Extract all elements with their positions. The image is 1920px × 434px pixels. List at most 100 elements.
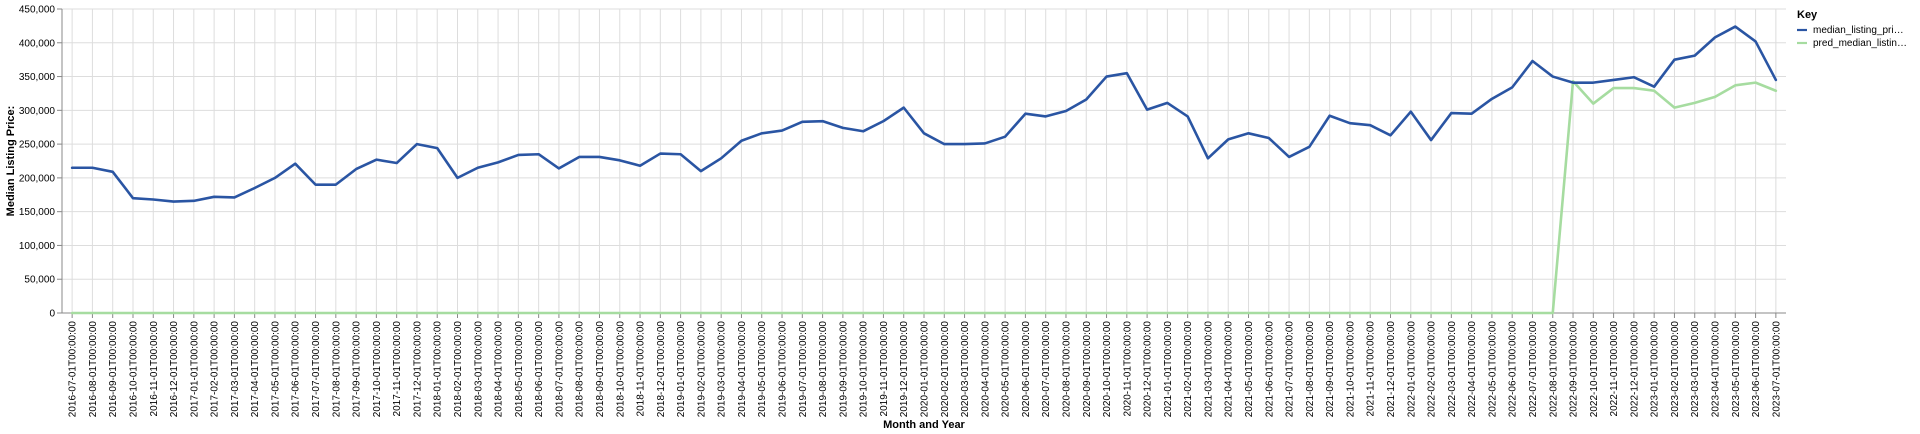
x-tick-label: 2020-10-01T00:00:00 xyxy=(1102,321,1113,418)
x-tick-label: 2017-07-01T00:00:00 xyxy=(311,321,322,418)
x-tick-label: 2018-02-01T00:00:00 xyxy=(453,321,464,418)
x-tick-label: 2017-09-01T00:00:00 xyxy=(352,321,363,418)
x-tick-label: 2019-11-01T00:00:00 xyxy=(879,321,890,417)
x-tick-label: 2023-03-01T00:00:00 xyxy=(1690,321,1701,418)
x-tick-label: 2021-09-01T00:00:00 xyxy=(1325,321,1336,418)
x-tick-label: 2022-07-01T00:00:00 xyxy=(1528,321,1539,418)
x-axis: 2016-07-01T00:00:00 2016-08-01T00:00:00 20… xyxy=(62,312,1786,418)
x-tick-label: 2020-01-01T00:00:00 xyxy=(920,321,931,418)
x-tick-label: 2021-01-01T00:00:00 xyxy=(1163,321,1174,418)
x-tick-label: 2021-05-01T00:00:00 xyxy=(1244,321,1255,418)
x-tick-label: 2016-11-01T00:00:00 xyxy=(149,321,160,417)
x-tick-label: 2018-09-01T00:00:00 xyxy=(595,321,606,418)
x-tick-label: 2022-04-01T00:00:00 xyxy=(1467,321,1478,418)
x-tick-label: 2019-10-01T00:00:00 xyxy=(859,321,870,418)
x-tick-label: 2019-08-01T00:00:00 xyxy=(818,321,829,418)
x-tick-label: 2018-10-01T00:00:00 xyxy=(615,321,626,418)
x-tick-label: 2022-06-01T00:00:00 xyxy=(1508,321,1519,418)
x-tick-label: 2019-09-01T00:00:00 xyxy=(838,321,849,418)
x-tick-label: 2021-03-01T00:00:00 xyxy=(1203,321,1214,418)
x-tick-label: 2020-04-01T00:00:00 xyxy=(980,321,991,418)
y-tick-label: 100,000 xyxy=(19,241,56,252)
x-tick-label: 2016-12-01T00:00:00 xyxy=(169,321,180,418)
y-tick-label: 200,000 xyxy=(19,173,56,184)
x-tick-label: 2020-08-01T00:00:00 xyxy=(1061,321,1072,418)
y-tick-label: 450,000 xyxy=(19,5,56,16)
x-tick-label: 2022-05-01T00:00:00 xyxy=(1487,321,1498,418)
x-tick-label: 2022-01-01T00:00:00 xyxy=(1406,321,1417,418)
x-axis-title: Month and Year xyxy=(883,419,965,431)
x-tick-label: 2022-10-01T00:00:00 xyxy=(1589,321,1600,418)
x-tick-label: 2020-02-01T00:00:00 xyxy=(940,321,951,418)
x-tick-label: 2019-02-01T00:00:00 xyxy=(696,321,707,418)
x-tick-label: 2021-08-01T00:00:00 xyxy=(1305,321,1316,418)
series-line-pred xyxy=(70,79,1778,315)
x-tick-label: 2019-07-01T00:00:00 xyxy=(798,321,809,418)
x-tick-label: 2020-07-01T00:00:00 xyxy=(1041,321,1052,418)
x-tick-label: 2022-09-01T00:00:00 xyxy=(1569,321,1580,418)
x-tick-label: 2020-03-01T00:00:00 xyxy=(960,321,971,418)
x-tick-label: 2023-02-01T00:00:00 xyxy=(1670,321,1681,418)
x-tick-label: 2017-12-01T00:00:00 xyxy=(412,321,423,418)
x-tick-label: 2017-04-01T00:00:00 xyxy=(250,321,261,418)
x-tick-label: 2018-03-01T00:00:00 xyxy=(473,321,484,418)
x-tick-label: 2019-04-01T00:00:00 xyxy=(737,321,748,418)
x-tick-label: 2021-12-01T00:00:00 xyxy=(1386,321,1397,418)
x-tick-label: 2021-10-01T00:00:00 xyxy=(1345,321,1356,418)
y-tick-label: 350,000 xyxy=(19,72,56,83)
x-tick-label: 2022-11-01T00:00:00 xyxy=(1609,321,1620,417)
x-tick-label: 2021-04-01T00:00:00 xyxy=(1224,321,1235,418)
x-tick-label: 2017-06-01T00:00:00 xyxy=(291,321,302,418)
x-tick-label: 2022-12-01T00:00:00 xyxy=(1629,321,1640,418)
x-tick-label: 2022-02-01T00:00:00 xyxy=(1427,321,1438,418)
legend-title: Key xyxy=(1797,9,1818,21)
x-tick-label: 2018-12-01T00:00:00 xyxy=(656,321,667,418)
x-tick-label: 2023-05-01T00:00:00 xyxy=(1731,321,1742,418)
x-tick-label: 2022-08-01T00:00:00 xyxy=(1548,321,1559,418)
x-tick-label: 2020-12-01T00:00:00 xyxy=(1143,321,1154,418)
y-tick-label: 0 xyxy=(49,309,55,320)
x-tick-label: 2018-08-01T00:00:00 xyxy=(575,321,586,418)
x-tick-label: 2017-11-01T00:00:00 xyxy=(392,321,403,417)
x-tick-label: 2018-01-01T00:00:00 xyxy=(433,321,444,418)
x-tick-label: 2021-02-01T00:00:00 xyxy=(1183,321,1194,418)
legend-label-median: median_listing_pri… xyxy=(1813,25,1904,36)
x-tick-label: 2019-05-01T00:00:00 xyxy=(757,321,768,418)
series-lines xyxy=(70,25,1778,315)
x-tick-label: 2021-06-01T00:00:00 xyxy=(1264,321,1275,418)
x-tick-label: 2018-11-01T00:00:00 xyxy=(636,321,647,417)
y-axis-title: Median Listing Price: xyxy=(5,106,17,217)
x-tick-label: 2016-07-01T00:00:00 xyxy=(68,321,79,418)
x-tick-label: 2017-01-01T00:00:00 xyxy=(189,321,200,418)
y-tick-label: 300,000 xyxy=(19,106,56,117)
x-tick-label: 2019-12-01T00:00:00 xyxy=(899,321,910,418)
x-tick-label: 2016-10-01T00:00:00 xyxy=(128,321,139,418)
grid-lines xyxy=(62,8,1786,314)
legend: Key median_listing_pri… pred_median_list… xyxy=(1797,9,1907,49)
x-tick-label: 2023-04-01T00:00:00 xyxy=(1711,321,1722,418)
x-tick-label: 2017-02-01T00:00:00 xyxy=(210,321,221,418)
x-tick-label: 2016-08-01T00:00:00 xyxy=(88,321,99,418)
x-tick-label: 2023-07-01T00:00:00 xyxy=(1771,321,1782,418)
x-tick-label: 2017-08-01T00:00:00 xyxy=(331,321,342,418)
x-tick-label: 2021-11-01T00:00:00 xyxy=(1366,321,1377,417)
x-tick-label: 2017-03-01T00:00:00 xyxy=(230,321,241,418)
x-tick-label: 2019-03-01T00:00:00 xyxy=(717,321,728,418)
x-tick-label: 2018-07-01T00:00:00 xyxy=(554,321,565,418)
legend-label-pred: pred_median_listin… xyxy=(1813,38,1907,49)
y-axis: 0 50,000 100,000 150,000 200,000 250,000 300,0… xyxy=(19,5,63,320)
x-tick-label: 2017-05-01T00:00:00 xyxy=(270,321,281,418)
series-line-median xyxy=(70,25,1778,203)
x-tick-label: 2020-05-01T00:00:00 xyxy=(1001,321,1012,418)
x-tick-label: 2020-06-01T00:00:00 xyxy=(1021,321,1032,418)
x-tick-label: 2019-01-01T00:00:00 xyxy=(676,321,687,418)
x-tick-label: 2019-06-01T00:00:00 xyxy=(778,321,789,418)
x-tick-label: 2021-07-01T00:00:00 xyxy=(1285,321,1296,418)
x-tick-label: 2018-04-01T00:00:00 xyxy=(494,321,505,418)
y-tick-label: 250,000 xyxy=(19,140,56,151)
x-tick-label: 2020-09-01T00:00:00 xyxy=(1082,321,1093,418)
x-tick-label: 2016-09-01T00:00:00 xyxy=(108,321,119,418)
x-tick-label: 2023-01-01T00:00:00 xyxy=(1650,321,1661,418)
x-tick-label: 2018-05-01T00:00:00 xyxy=(514,321,525,418)
